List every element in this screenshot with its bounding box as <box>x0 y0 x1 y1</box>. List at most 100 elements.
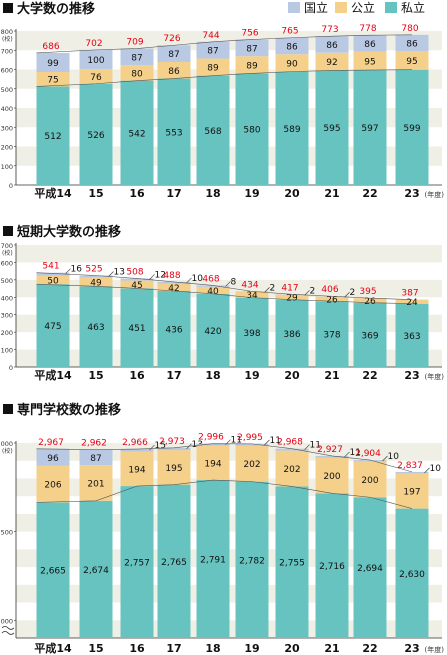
total-value-label: 702 <box>85 39 102 49</box>
segment-value-label: 34 <box>246 291 258 301</box>
total-value-label: 2,904 <box>355 449 381 459</box>
x-category-label: 21 <box>324 642 339 655</box>
bar-public <box>79 69 113 84</box>
legend-label-1: 国立 <box>304 0 328 15</box>
bar-national <box>36 448 70 466</box>
y-tick-label: 700 <box>1 242 13 250</box>
y-tick-label: 100 <box>1 347 13 355</box>
bar-national <box>120 449 154 452</box>
y-unit-label: (校) <box>2 35 13 43</box>
axis-break-icon <box>1 626 15 635</box>
total-value-label: 778 <box>359 24 376 34</box>
total-value-label: 434 <box>241 280 258 290</box>
label-leader-line <box>382 455 388 462</box>
bar-private <box>235 73 269 185</box>
segment-value-label: 197 <box>403 488 420 498</box>
segment-value-label: 87 <box>207 47 218 57</box>
bar-private <box>196 293 230 367</box>
segment-value-label: 99 <box>47 59 59 69</box>
total-value-label: 773 <box>321 25 338 35</box>
bar-public <box>36 72 70 87</box>
segment-value-label: 100 <box>87 56 104 66</box>
bar-national <box>196 443 230 446</box>
segment-value-label: 90 <box>286 59 298 69</box>
segment-value-label: 10 <box>388 452 400 462</box>
bar-national <box>196 285 230 287</box>
segment-value-label: 206 <box>44 481 61 491</box>
x-category-label: 16 <box>129 642 145 655</box>
segment-value-label: 2,757 <box>124 559 150 569</box>
segment-value-label: 12 <box>155 270 166 280</box>
segment-value-label: 398 <box>243 329 260 339</box>
segment-value-label: 26 <box>364 297 376 307</box>
bar-public <box>275 450 309 487</box>
label-leader-line <box>186 277 192 284</box>
bar-national <box>395 34 429 52</box>
segment-value-label: 96 <box>47 454 59 464</box>
bar-public <box>36 465 70 503</box>
bar-private <box>275 299 309 367</box>
segment-value-label: 95 <box>364 57 375 67</box>
chart-title: 短期大学数の推移 <box>17 224 121 240</box>
y-tick-label: 2,500 <box>0 529 13 537</box>
label-leader-line <box>344 292 350 298</box>
bar-private <box>36 86 70 185</box>
label-leader-line <box>225 281 231 287</box>
segment-value-label: 2 <box>310 286 316 296</box>
y-tick-label: 2,000 <box>0 617 13 625</box>
y-tick-label: 800 <box>1 28 13 36</box>
x-category-label: 23 <box>404 369 419 382</box>
bar-national <box>315 455 349 458</box>
segment-value-label: 2 <box>350 288 356 298</box>
bar-public <box>395 473 429 509</box>
segment-value-label: 436 <box>165 326 182 336</box>
bar-national <box>157 281 191 284</box>
segment-value-label: 512 <box>44 132 61 142</box>
segment-value-label: 49 <box>90 279 102 289</box>
chart-panel-2: 短期大学数の推移 0 100 200 300 400 500 600 700(校) 475 50 16… <box>1 224 445 382</box>
total-value-label: 709 <box>126 38 143 48</box>
segment-value-label: 15 <box>155 441 166 451</box>
bar-public <box>353 298 387 303</box>
x-category-label: 15 <box>88 187 103 200</box>
bar-private <box>275 486 309 638</box>
bar-private <box>120 486 154 638</box>
chart-panel-1: 大学数の推移 0 100 200 300 400 500 600 700 800(校) 512 75 9… <box>1 1 445 200</box>
segment-value-label: 195 <box>165 464 182 474</box>
x-category-label: 23 <box>404 187 419 200</box>
x-unit-label: (年度) <box>425 645 445 654</box>
segment-value-label: 2,674 <box>83 566 109 576</box>
bar-private <box>196 75 230 185</box>
label-leader-line <box>149 444 155 451</box>
segment-value-label: 599 <box>403 124 420 134</box>
y-unit-label: (校) <box>2 249 13 257</box>
y-tick-label: 0 <box>9 364 13 372</box>
y-tick-label: 500 <box>1 277 13 285</box>
x-category-label: 17 <box>166 642 181 655</box>
segment-value-label: 75 <box>47 76 58 86</box>
y-tick-label: 700 <box>1 47 13 55</box>
segment-value-label: 87 <box>90 454 101 464</box>
bar-public <box>353 461 387 498</box>
bar-private <box>235 297 269 367</box>
segment-value-label: 568 <box>204 127 221 137</box>
bar-public <box>157 61 191 79</box>
total-value-label: 780 <box>401 24 418 34</box>
bar-national <box>275 448 309 451</box>
y-tick-label: 300 <box>1 124 13 132</box>
total-value-label: 726 <box>163 34 180 44</box>
bar-national <box>353 460 387 462</box>
bar-national <box>79 49 113 70</box>
bar-private <box>235 481 269 638</box>
segment-value-label: 87 <box>168 50 179 60</box>
x-category-label: 18 <box>205 642 220 655</box>
bar-national <box>79 275 113 278</box>
x-unit-label: (年度) <box>425 190 445 199</box>
segment-value-label: 40 <box>207 287 219 297</box>
private-trend-line <box>36 69 413 87</box>
x-unit-label: (年度) <box>425 372 445 381</box>
total-value-label: 508 <box>126 267 143 277</box>
y-tick-label: 200 <box>1 329 13 337</box>
label-leader-line <box>65 268 71 274</box>
